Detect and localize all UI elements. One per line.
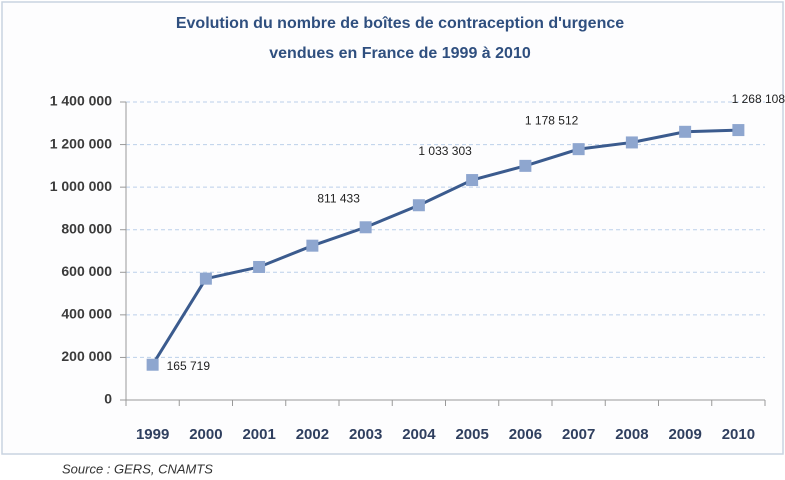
x-tick-label: 2007	[562, 426, 595, 443]
x-tick-label: 2000	[189, 426, 222, 443]
x-tick-label: 2001	[242, 426, 275, 443]
y-tick-label: 400 000	[61, 306, 112, 322]
x-tick-label: 1999	[136, 426, 169, 443]
y-tick-label: 0	[104, 391, 112, 407]
data-label: 811 433	[317, 191, 360, 205]
x-tick-label: 2009	[668, 426, 701, 443]
y-tick-label: 200 000	[61, 348, 112, 364]
source-note: Source : GERS, CNAMTS	[62, 461, 213, 476]
data-point	[146, 358, 159, 371]
chart-frame	[1, 1, 784, 455]
y-tick-label: 600 000	[61, 263, 112, 279]
y-tick-label: 1 400 000	[50, 93, 112, 109]
data-point	[359, 221, 372, 234]
y-tick-label: 1 200 000	[50, 135, 112, 151]
x-tick-label: 2003	[349, 426, 382, 443]
y-tick-label: 1 000 000	[50, 178, 112, 194]
data-point	[466, 174, 479, 187]
data-point	[572, 143, 585, 156]
data-label: 165 719	[167, 359, 211, 373]
data-point	[625, 136, 638, 149]
data-point	[199, 272, 212, 285]
x-tick-label: 2010	[722, 426, 755, 443]
x-tick-label: 2006	[509, 426, 542, 443]
data-label: 1 033 303	[418, 144, 472, 158]
data-point	[306, 239, 319, 252]
data-point	[253, 260, 266, 273]
data-line	[151, 128, 739, 366]
data-label: 1 268 108	[732, 92, 785, 106]
x-tick-label: 2004	[402, 426, 436, 443]
data-point	[412, 199, 425, 212]
chart-title-line: vendues en France de 1999 à 2010	[269, 45, 531, 62]
x-tick-label: 2002	[296, 426, 329, 443]
data-point	[679, 125, 692, 138]
chart-title-line: Evolution du nombre de boîtes de contrac…	[176, 15, 624, 32]
data-point	[732, 124, 745, 137]
y-tick-label: 800 000	[61, 220, 112, 236]
data-label: 1 178 512	[525, 113, 579, 127]
data-point	[519, 159, 532, 172]
x-tick-label: 2008	[615, 426, 648, 443]
x-tick-label: 2005	[455, 426, 488, 443]
